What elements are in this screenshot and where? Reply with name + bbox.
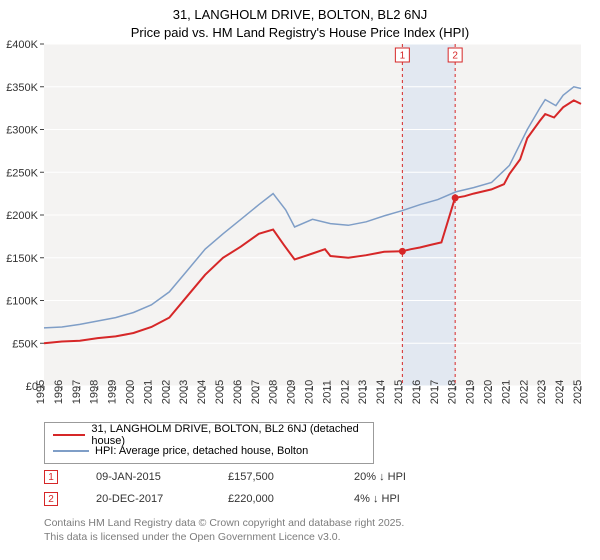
svg-text:£350K: £350K: [6, 82, 38, 94]
footer: Contains HM Land Registry data © Crown c…: [44, 516, 404, 544]
footer-copyright: Contains HM Land Registry data © Crown c…: [44, 516, 404, 530]
event-price: £220,000: [228, 493, 354, 505]
event-price: £157,500: [228, 471, 354, 483]
legend-swatch: [53, 434, 85, 436]
legend-row: 31, LANGHOLM DRIVE, BOLTON, BL2 6NJ (det…: [53, 427, 365, 443]
svg-text:£100K: £100K: [6, 296, 38, 308]
svg-text:2012: 2012: [339, 380, 351, 404]
svg-text:2025: 2025: [572, 380, 584, 404]
svg-text:2005: 2005: [214, 380, 226, 404]
legend-label: 31, LANGHOLM DRIVE, BOLTON, BL2 6NJ (det…: [91, 423, 365, 447]
title-block: 31, LANGHOLM DRIVE, BOLTON, BL2 6NJ Pric…: [0, 0, 600, 41]
svg-text:2020: 2020: [483, 380, 495, 404]
svg-text:£200K: £200K: [6, 210, 38, 222]
svg-text:1: 1: [400, 51, 406, 62]
chart-area: £0£50K£100K£150K£200K£250K£300K£350K£400…: [44, 44, 581, 414]
page-root: 31, LANGHOLM DRIVE, BOLTON, BL2 6NJ Pric…: [0, 0, 600, 560]
svg-text:1999: 1999: [107, 380, 119, 404]
svg-text:2007: 2007: [250, 380, 262, 404]
svg-text:2008: 2008: [268, 380, 280, 404]
svg-text:2014: 2014: [375, 380, 387, 404]
svg-text:2006: 2006: [232, 380, 244, 404]
event-badge: 2: [44, 492, 58, 506]
svg-text:2017: 2017: [429, 380, 441, 404]
legend-label: HPI: Average price, detached house, Bolt…: [95, 445, 308, 457]
svg-text:2023: 2023: [536, 380, 548, 404]
svg-text:2022: 2022: [518, 380, 530, 404]
svg-text:2013: 2013: [357, 380, 369, 404]
svg-text:2003: 2003: [178, 380, 190, 404]
svg-text:2002: 2002: [160, 380, 172, 404]
event-date: 20-DEC-2017: [96, 493, 228, 505]
event-diff: 4% ↓ HPI: [354, 493, 474, 505]
event-diff: 20% ↓ HPI: [354, 471, 474, 483]
svg-text:£50K: £50K: [12, 338, 38, 350]
svg-text:2024: 2024: [554, 380, 566, 404]
event-badge: 1: [44, 470, 58, 484]
title-address: 31, LANGHOLM DRIVE, BOLTON, BL2 6NJ: [0, 6, 600, 24]
svg-text:2001: 2001: [142, 380, 154, 404]
svg-text:1996: 1996: [53, 380, 65, 404]
svg-text:2018: 2018: [447, 380, 459, 404]
svg-text:1997: 1997: [71, 380, 83, 404]
svg-text:£300K: £300K: [6, 125, 38, 137]
svg-text:2019: 2019: [465, 380, 477, 404]
svg-text:2: 2: [452, 51, 458, 62]
event-date: 09-JAN-2015: [96, 471, 228, 483]
event-row: 1 09-JAN-2015£157,50020% ↓ HPI: [44, 466, 544, 488]
svg-text:2016: 2016: [411, 380, 423, 404]
legend: 31, LANGHOLM DRIVE, BOLTON, BL2 6NJ (det…: [44, 422, 374, 464]
svg-text:£250K: £250K: [6, 167, 38, 179]
title-subtitle: Price paid vs. HM Land Registry's House …: [0, 24, 600, 42]
svg-text:2011: 2011: [321, 380, 333, 404]
svg-text:2010: 2010: [304, 380, 316, 404]
legend-swatch: [53, 450, 89, 452]
svg-text:2021: 2021: [500, 380, 512, 404]
svg-text:2015: 2015: [393, 380, 405, 404]
svg-text:2004: 2004: [196, 380, 208, 404]
svg-text:£400K: £400K: [6, 39, 38, 51]
chart-svg: £0£50K£100K£150K£200K£250K£300K£350K£400…: [44, 44, 581, 414]
svg-text:1998: 1998: [89, 380, 101, 404]
event-row: 2 20-DEC-2017£220,0004% ↓ HPI: [44, 488, 544, 510]
svg-text:2009: 2009: [286, 380, 298, 404]
svg-text:£150K: £150K: [6, 253, 38, 265]
footer-licence: This data is licensed under the Open Gov…: [44, 530, 404, 544]
svg-text:1995: 1995: [35, 380, 47, 404]
svg-text:2000: 2000: [125, 380, 137, 404]
events-table: 1 09-JAN-2015£157,50020% ↓ HPI 2 20-DEC-201…: [44, 466, 544, 510]
